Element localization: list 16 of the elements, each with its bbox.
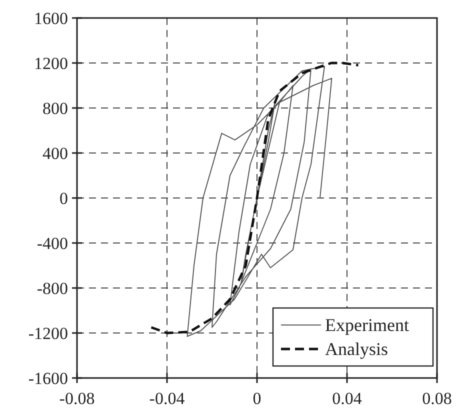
legend-label: Analysis: [325, 339, 388, 359]
x-tick-label: -0.08: [59, 389, 95, 408]
y-tick-label: -1600: [28, 369, 68, 388]
x-tick-label: 0: [252, 389, 262, 408]
x-tick-label: 0.08: [422, 389, 452, 408]
y-tick-label: -400: [36, 234, 68, 253]
y-tick-label: 1600: [34, 9, 68, 28]
y-tick-label: 0: [60, 189, 68, 208]
legend-label: Experiment: [325, 315, 409, 335]
y-tick-label: 400: [42, 144, 68, 163]
y-tick-label: 1200: [34, 54, 68, 73]
x-tick-label: -0.04: [149, 389, 186, 408]
y-tick-label: -1200: [28, 324, 68, 343]
y-tick-label: 800: [42, 99, 68, 118]
y-tick-label: -800: [36, 279, 68, 298]
x-tick-label: 0.04: [332, 389, 362, 408]
